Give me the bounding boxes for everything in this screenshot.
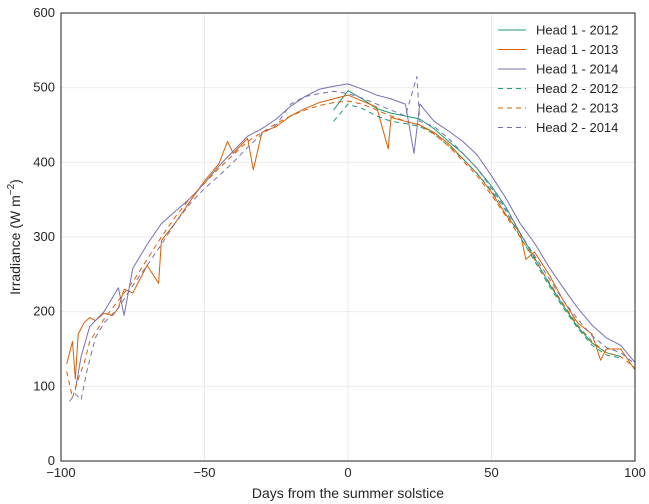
series-line	[66, 94, 636, 380]
y-axis-label-superscript: −2	[6, 183, 17, 195]
series-line	[333, 103, 621, 359]
legend-label: Head 2 - 2013	[536, 101, 618, 116]
x-tick-label: 100	[624, 465, 646, 480]
y-tick-label: 300	[33, 229, 55, 244]
x-tick-label: 0	[344, 465, 351, 480]
x-tick-label: 50	[484, 465, 498, 480]
y-tick-label: 600	[33, 5, 55, 20]
legend-label: Head 1 - 2013	[536, 42, 618, 57]
legend-label: Head 1 - 2014	[536, 62, 618, 77]
y-tick-label: 500	[33, 80, 55, 95]
series-line	[333, 90, 621, 357]
y-axis-label-main: Irradiance (W m	[7, 195, 23, 295]
series-line	[66, 100, 636, 398]
series-lines	[66, 76, 636, 402]
y-tick-label: 400	[33, 154, 55, 169]
y-tick-label: 200	[33, 304, 55, 319]
legend-label: Head 2 - 2014	[536, 120, 618, 135]
legend-label: Head 2 - 2012	[536, 81, 618, 96]
y-axis-ticks: 0 100 200 300 400 500 600	[33, 5, 55, 468]
y-axis-label-end: )	[7, 179, 23, 184]
grid	[60, 12, 636, 462]
x-axis-label: Days from the summer solstice	[252, 485, 444, 501]
y-tick-label: 0	[48, 453, 55, 468]
series-line	[74, 83, 636, 391]
y-axis-label: Irradiance (W m−2)	[6, 179, 23, 295]
legend: Head 1 - 2012 Head 1 - 2013 Head 1 - 2014 H…	[498, 23, 618, 135]
legend-label: Head 1 - 2012	[536, 23, 618, 38]
x-axis-ticks: −100 −50 0 50 100	[46, 465, 646, 480]
x-tick-label: −100	[46, 465, 75, 480]
plot-frame	[60, 12, 636, 462]
series-line	[69, 76, 636, 402]
x-tick-label: −50	[193, 465, 215, 480]
y-tick-label: 100	[33, 378, 55, 393]
